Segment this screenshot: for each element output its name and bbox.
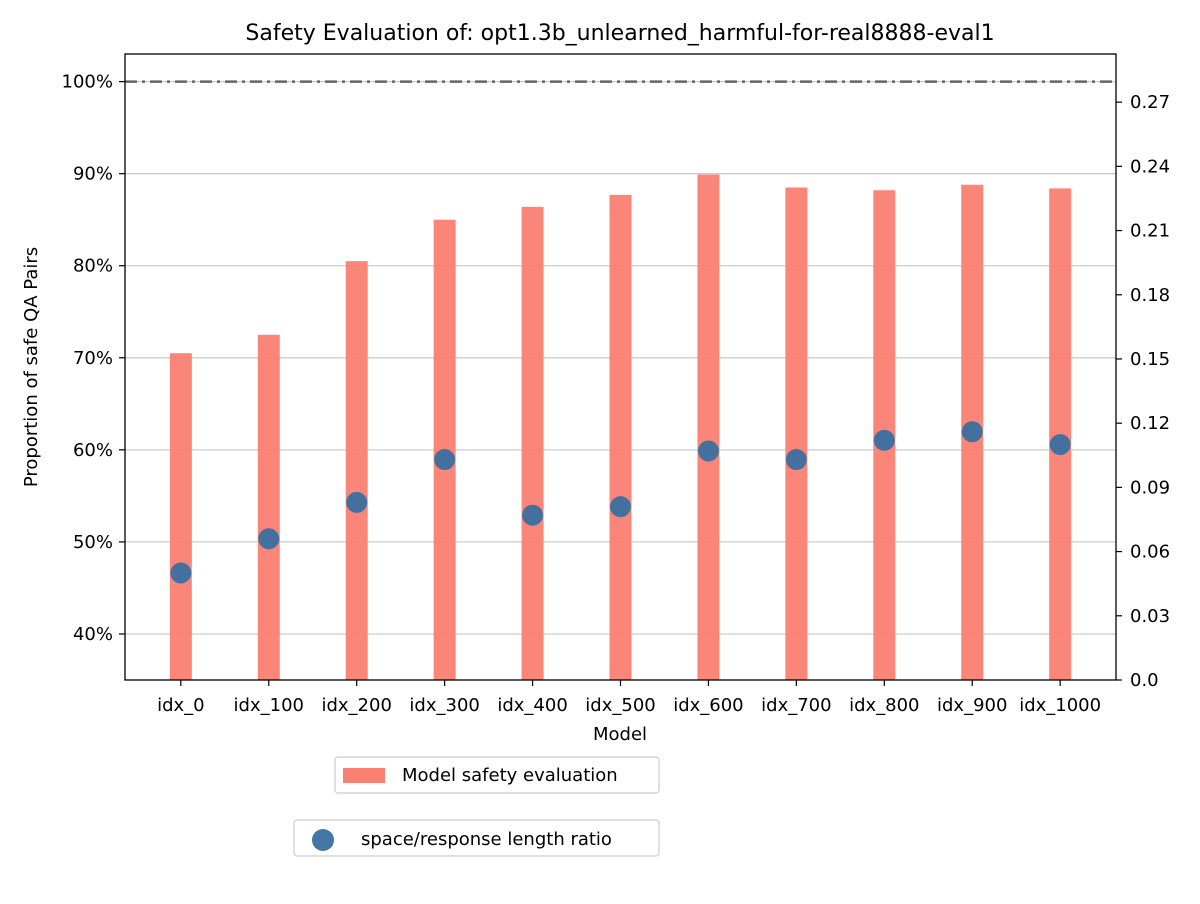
legend-points-entry: space/response length ratio bbox=[293, 819, 660, 857]
x-axis-title: Model bbox=[593, 724, 647, 745]
bar bbox=[609, 194, 632, 680]
data-point bbox=[785, 449, 807, 471]
data-point bbox=[697, 440, 719, 462]
data-point bbox=[1049, 434, 1071, 456]
legend-bar-swatch bbox=[343, 768, 385, 783]
right-axis-tick-label: 0.06 bbox=[1130, 542, 1170, 563]
left-axis-tick-label: 40% bbox=[73, 624, 113, 645]
right-axis-tick-label: 0.24 bbox=[1130, 156, 1170, 177]
bar bbox=[257, 334, 280, 680]
data-point bbox=[258, 528, 280, 550]
x-axis-tick-label: idx_1000 bbox=[1019, 695, 1101, 716]
legend-bar-frame bbox=[334, 756, 660, 794]
right-axis: 0.0 0.03 0.06 0.09 0.12 0.15 0.18 0.21 0.24 0.27 bbox=[1116, 92, 1170, 691]
data-point bbox=[610, 496, 631, 518]
bar bbox=[697, 174, 720, 681]
bar bbox=[521, 206, 544, 681]
right-axis-tick-label: 0.03 bbox=[1130, 606, 1170, 627]
left-axis-tick-label: 100% bbox=[62, 72, 113, 93]
x-axis-tick-label: idx_400 bbox=[497, 695, 567, 716]
legend-bar-label: Model safety evaluation bbox=[402, 765, 618, 786]
data-point bbox=[961, 421, 983, 443]
left-axis-tick-label: 70% bbox=[73, 348, 113, 369]
data-point bbox=[346, 491, 368, 513]
x-axis-tick-label: idx_0 bbox=[157, 695, 205, 716]
x-axis-tick-label: idx_600 bbox=[673, 695, 743, 716]
right-axis-tick-label: 0.09 bbox=[1130, 477, 1170, 498]
bar bbox=[169, 353, 192, 680]
x-axis: idx_0 idx_100 idx_200 idx_300 idx_400 idx_500… bbox=[157, 680, 1101, 716]
left-axis-tick-label: 80% bbox=[73, 256, 113, 277]
points-layer bbox=[170, 421, 1071, 584]
right-axis-tick-label: 0.27 bbox=[1130, 92, 1170, 113]
data-point bbox=[522, 504, 544, 526]
y-axis-title: Proportion of safe QA Pairs bbox=[21, 247, 42, 487]
bar bbox=[345, 261, 368, 680]
x-axis-tick-label: idx_300 bbox=[409, 695, 479, 716]
data-point bbox=[434, 449, 456, 471]
bars-layer bbox=[169, 174, 1072, 681]
left-axis-tick-label: 90% bbox=[73, 164, 113, 185]
x-axis-tick-label: idx_800 bbox=[849, 695, 919, 716]
x-axis-tick-label: idx_100 bbox=[234, 695, 304, 716]
data-point bbox=[873, 429, 895, 451]
chart-title: Safety Evaluation of: opt1.3b_unlearned_… bbox=[245, 21, 994, 46]
right-axis-tick-label: 0.18 bbox=[1130, 285, 1170, 306]
right-axis-tick-label: 0.0 bbox=[1130, 670, 1159, 691]
right-axis-tick-label: 0.12 bbox=[1130, 413, 1170, 434]
x-axis-tick-label: idx_700 bbox=[761, 695, 831, 716]
right-axis-tick-label: 0.21 bbox=[1130, 221, 1170, 242]
left-axis: 40% 50% 60% 70% 80% 90% 100% bbox=[62, 72, 125, 645]
bar bbox=[785, 187, 808, 680]
left-axis-tick-label: 60% bbox=[73, 440, 113, 461]
legend-point-swatch bbox=[312, 829, 334, 851]
legend-bar-entry: Model safety evaluation bbox=[334, 756, 660, 794]
x-axis-tick-label: idx_200 bbox=[321, 695, 391, 716]
x-axis-tick-label: idx_900 bbox=[937, 695, 1007, 716]
x-axis-tick-label: idx_500 bbox=[585, 695, 655, 716]
data-point bbox=[170, 562, 192, 584]
legend-points-frame bbox=[293, 819, 660, 857]
right-axis-tick-label: 0.15 bbox=[1130, 349, 1170, 370]
left-axis-tick-label: 50% bbox=[73, 532, 113, 553]
legend-points-label: space/response length ratio bbox=[361, 829, 612, 850]
